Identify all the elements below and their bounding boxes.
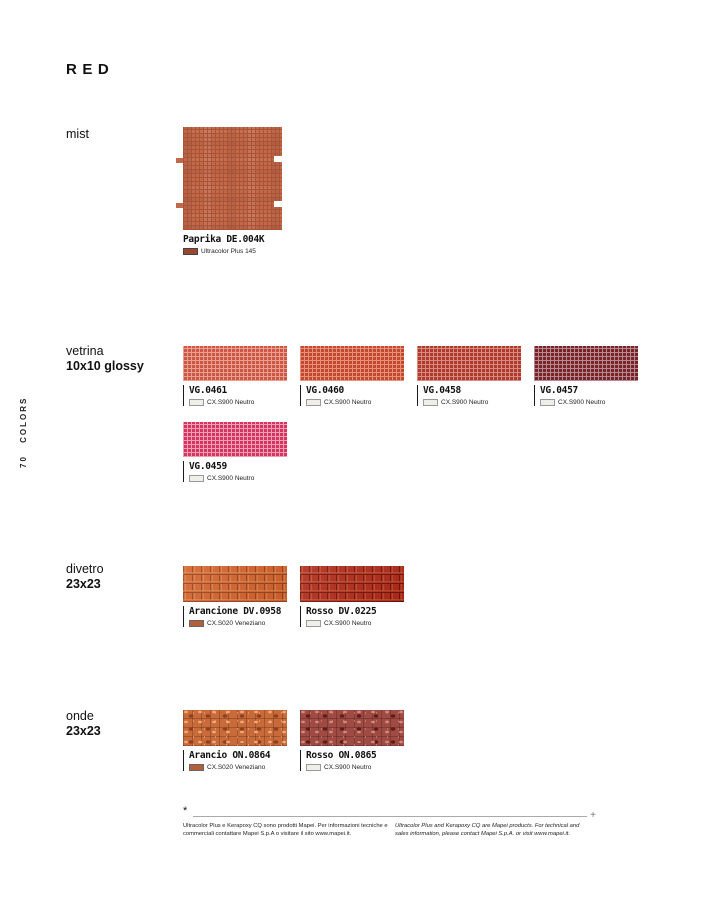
grout-row: CX.S020 Veneziano xyxy=(189,763,287,771)
grout-row: CX.S900 Neutro xyxy=(306,398,404,406)
swatch-block: VG.0459 CX.S900 Neutro xyxy=(183,422,287,482)
sheet-tab xyxy=(176,158,183,163)
swatch-block: VG.0457 CX.S900 Neutro xyxy=(534,346,638,406)
sheet-notch xyxy=(274,201,282,207)
grout-color-chip xyxy=(423,398,438,406)
section-label: onde 23x23 xyxy=(66,709,101,739)
grout-color-chip xyxy=(306,398,321,406)
swatch-code-label: VG.0459 xyxy=(189,461,227,472)
footnote: * + Ultracolor Plus e Kerapoxy CQ sono p… xyxy=(183,805,596,850)
swatch-caption: VG.0459 CX.S900 Neutro xyxy=(183,461,287,482)
tile-swatch xyxy=(183,422,287,457)
section-label: mist xyxy=(66,127,89,142)
tile-swatch xyxy=(176,127,282,230)
grout-row: CX.S900 Neutro xyxy=(189,474,287,482)
tile-swatch xyxy=(300,346,404,381)
footnote-english: Ultracolor Plus and Kerapoxy CQ are Mape… xyxy=(395,823,580,838)
swatch-code-label: Rosso DV.0225 xyxy=(306,606,377,617)
swatch-grid: Arancione DV.0958 CX.S020 Veneziano Rosso … xyxy=(183,566,653,627)
swatch-code-label: VG.0460 xyxy=(306,385,344,396)
swatch-grid: VG.0461 CX.S900 Neutro VG.0460 CX.S900 Neut… xyxy=(183,346,653,482)
swatch-code-label: Arancione DV.0958 xyxy=(189,606,282,617)
swatch-block: Arancio ON.0864 CX.S020 Veneziano xyxy=(183,710,287,771)
tile-swatch xyxy=(417,346,521,381)
tile-swatch xyxy=(534,346,638,381)
swatch-block: Arancione DV.0958 CX.S020 Veneziano xyxy=(183,566,287,627)
sheet-tab xyxy=(176,203,183,208)
grout-name-label: CX.S020 Veneziano xyxy=(207,763,266,771)
grout-name-label: CX.S900 Neutro xyxy=(207,398,255,406)
page-number-vertical-label: 70 COLORS xyxy=(19,396,28,468)
grout-name-label: Ultracolor Plus 145 xyxy=(201,247,256,255)
swatch-grid: Paprika DE.004K Ultracolor Plus 145 xyxy=(176,127,653,255)
swatch-block: Rosso DV.0225 CX.S900 Neutro xyxy=(300,566,404,627)
swatch-code-label: Paprika DE.004K xyxy=(183,234,265,245)
grout-name-label: CX.S900 Neutro xyxy=(207,474,255,482)
swatch-code-label: Arancio ON.0864 xyxy=(189,750,271,761)
tile-swatch xyxy=(183,710,287,746)
grout-name-label: CX.S900 Neutro xyxy=(324,763,372,771)
asterisk-marker: * xyxy=(183,805,188,817)
section-size: 23x23 xyxy=(66,724,101,738)
section-label: divetro 23x23 xyxy=(66,562,104,592)
swatch-block: VG.0460 CX.S900 Neutro xyxy=(300,346,404,406)
swatch-block: Paprika DE.004K Ultracolor Plus 145 xyxy=(176,127,282,255)
page-title: RED xyxy=(66,61,115,78)
plus-crop-mark: + xyxy=(590,810,596,821)
tile-swatch xyxy=(300,566,404,602)
grout-row: CX.S020 Veneziano xyxy=(189,619,287,627)
grout-row: CX.S900 Neutro xyxy=(306,763,404,771)
grout-name-label: CX.S900 Neutro xyxy=(324,619,372,627)
swatch-code-label: VG.0461 xyxy=(189,385,227,396)
grout-name-label: CX.S900 Neutro xyxy=(558,398,606,406)
swatch-caption: VG.0460 CX.S900 Neutro xyxy=(300,385,404,406)
swatch-code-label: Rosso ON.0865 xyxy=(306,750,377,761)
grout-name-label: CX.S900 Neutro xyxy=(441,398,489,406)
swatch-caption: Arancio ON.0864 CX.S020 Veneziano xyxy=(183,750,287,771)
grout-name-label: CX.S900 Neutro xyxy=(324,398,372,406)
swatch-block: VG.0461 CX.S900 Neutro xyxy=(183,346,287,406)
sheet-notch xyxy=(274,156,282,162)
swatch-block: VG.0458 CX.S900 Neutro xyxy=(417,346,521,406)
grout-row: CX.S900 Neutro xyxy=(423,398,521,406)
grout-color-chip xyxy=(189,763,204,771)
grout-row: CX.S900 Neutro xyxy=(306,619,404,627)
swatch-caption: Arancione DV.0958 CX.S020 Veneziano xyxy=(183,606,287,627)
grout-color-chip xyxy=(306,763,321,771)
grout-row: CX.S900 Neutro xyxy=(540,398,638,406)
section-name: mist xyxy=(66,127,89,141)
grout-color-chip xyxy=(189,398,204,406)
section-size: 23x23 xyxy=(66,577,101,591)
grout-row: Ultracolor Plus 145 xyxy=(183,247,282,255)
grout-color-chip xyxy=(189,619,204,627)
grout-name-label: CX.S020 Veneziano xyxy=(207,619,266,627)
grout-color-chip xyxy=(540,398,555,406)
section-label: vetrina 10x10 glossy xyxy=(66,344,144,374)
swatch-caption: VG.0458 CX.S900 Neutro xyxy=(417,385,521,406)
swatch-caption: VG.0461 CX.S900 Neutro xyxy=(183,385,287,406)
section-name: onde xyxy=(66,709,94,723)
swatch-code-label: VG.0458 xyxy=(423,385,461,396)
swatch-caption: Rosso DV.0225 CX.S900 Neutro xyxy=(300,606,404,627)
grout-color-chip xyxy=(189,474,204,482)
section-size: 10x10 glossy xyxy=(66,359,144,373)
swatch-grid: Arancio ON.0864 CX.S020 Veneziano Rosso ON… xyxy=(183,710,653,771)
swatch-caption: Paprika DE.004K Ultracolor Plus 145 xyxy=(183,234,282,255)
tile-swatch xyxy=(183,346,287,381)
footnote-rule xyxy=(193,816,587,817)
section-name: divetro xyxy=(66,562,104,576)
tile-swatch xyxy=(300,710,404,746)
swatch-block: Rosso ON.0865 CX.S900 Neutro xyxy=(300,710,404,771)
swatch-caption: VG.0457 CX.S900 Neutro xyxy=(534,385,638,406)
grout-row: CX.S900 Neutro xyxy=(189,398,287,406)
footnote-italian: Ultracolor Plus e Kerapoxy CQ sono prodo… xyxy=(183,823,388,838)
grout-color-chip xyxy=(306,619,321,627)
swatch-code-label: VG.0457 xyxy=(540,385,578,396)
section-name: vetrina xyxy=(66,344,104,358)
swatch-caption: Rosso ON.0865 CX.S900 Neutro xyxy=(300,750,404,771)
grout-color-chip xyxy=(183,247,198,255)
tile-swatch xyxy=(183,566,287,602)
